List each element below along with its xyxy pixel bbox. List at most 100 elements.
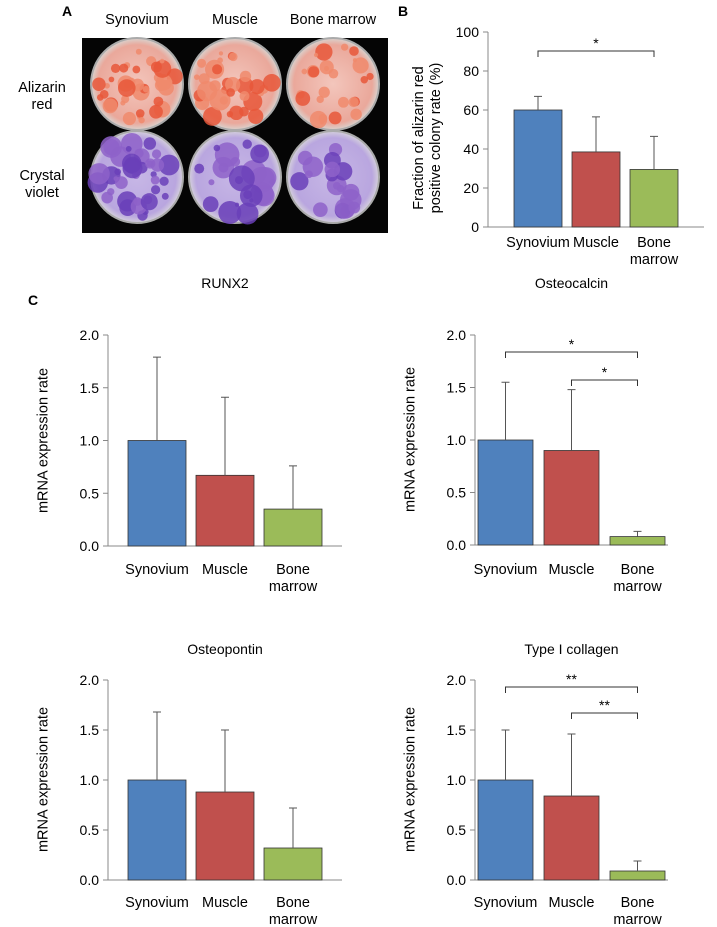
y-tick-label: 1.0	[447, 432, 467, 448]
error-bar	[153, 711, 161, 780]
colony	[234, 176, 243, 185]
y-tick-label: 0.0	[80, 538, 100, 554]
colony	[248, 108, 264, 124]
colony	[119, 63, 129, 73]
x-tick-label: Synovium	[506, 235, 570, 251]
colony	[159, 176, 169, 186]
colony	[324, 65, 330, 71]
y-tick-label: 100	[456, 24, 480, 40]
bar	[571, 151, 621, 228]
colony	[213, 144, 221, 152]
error-bar	[534, 95, 542, 110]
colony	[158, 154, 180, 176]
colony	[217, 57, 223, 64]
y-axis-label: Fraction of alizarin red positive colony…	[411, 62, 444, 213]
significance-bracket	[537, 50, 655, 57]
significance-label: *	[593, 35, 599, 51]
chart-title: RUNX2	[201, 275, 249, 291]
colony	[138, 116, 145, 124]
bar	[477, 779, 534, 881]
bar	[513, 109, 563, 228]
colony	[235, 76, 254, 95]
photo-row-label: Crystal violet	[19, 168, 65, 201]
error-bar	[501, 729, 510, 780]
bar	[629, 169, 679, 228]
chart-title: Osteocalcin	[535, 275, 608, 291]
colony	[108, 76, 115, 83]
bar	[127, 440, 187, 547]
x-tick-label: Bone marrow	[268, 895, 318, 927]
y-axis-label: mRNA expression rate	[35, 706, 52, 853]
colony	[135, 109, 145, 118]
colony	[150, 175, 160, 185]
colony	[208, 179, 215, 186]
colony	[218, 51, 224, 56]
error-bar	[221, 396, 229, 476]
y-tick-label: 2.0	[447, 672, 467, 688]
colony	[350, 108, 362, 121]
colony	[132, 65, 141, 74]
chart-title: Osteopontin	[187, 641, 263, 657]
y-tick-label: 80	[463, 63, 479, 79]
y-tick-label: 2.0	[80, 672, 100, 688]
colony	[197, 81, 218, 102]
colony	[316, 95, 324, 104]
colony	[110, 63, 121, 74]
x-tick-label: Muscle	[573, 235, 619, 251]
colony	[242, 139, 252, 149]
colony	[360, 75, 369, 84]
colony	[234, 202, 240, 207]
colony	[99, 89, 109, 99]
error-bar	[289, 807, 297, 848]
colony	[236, 202, 259, 225]
x-tick-label: Synovium	[125, 562, 189, 578]
colony	[332, 181, 341, 190]
y-tick-label: 0.5	[80, 822, 100, 838]
significance-bracket	[571, 379, 638, 386]
colony	[153, 59, 172, 78]
significance-label: *	[602, 364, 608, 380]
colony	[239, 91, 250, 102]
colony	[194, 163, 205, 174]
colony	[212, 64, 223, 75]
error-bar	[567, 733, 576, 796]
y-tick-label: 1.0	[447, 772, 467, 788]
colony	[352, 58, 358, 63]
y-tick-label: 1.0	[80, 433, 100, 449]
bar	[477, 439, 534, 546]
colony	[295, 91, 311, 106]
bar	[195, 474, 255, 547]
colony	[318, 86, 330, 98]
dishes	[87, 37, 380, 225]
x-tick-label: Muscle	[548, 895, 595, 911]
error-bar	[153, 356, 161, 441]
photo-column-label: Muscle	[212, 12, 258, 28]
colony	[193, 74, 200, 80]
colony	[122, 111, 137, 126]
y-tick-label: 0.0	[447, 537, 467, 553]
colony	[104, 82, 110, 89]
x-tick-label: Synovium	[473, 895, 538, 911]
error-bar	[289, 465, 297, 510]
colony	[269, 179, 275, 185]
colony	[342, 183, 360, 201]
panel-letter: A	[62, 3, 73, 19]
colony	[88, 163, 110, 185]
y-tick-label: 1.5	[80, 380, 100, 396]
y-tick-label: 1.5	[80, 722, 100, 738]
y-tick-label: 40	[463, 141, 479, 157]
colony	[113, 176, 119, 182]
colony	[328, 111, 342, 125]
colony	[348, 201, 361, 214]
colony	[228, 52, 238, 62]
panel-letter: C	[28, 292, 39, 308]
photo-row-label: Alizarin red	[18, 80, 66, 113]
bar	[609, 536, 666, 546]
colony	[313, 202, 328, 218]
colony	[145, 158, 156, 169]
significance-bracket	[505, 351, 638, 358]
y-axis-label: mRNA expression rate	[35, 367, 52, 513]
colony	[313, 52, 319, 58]
colony	[197, 58, 207, 68]
